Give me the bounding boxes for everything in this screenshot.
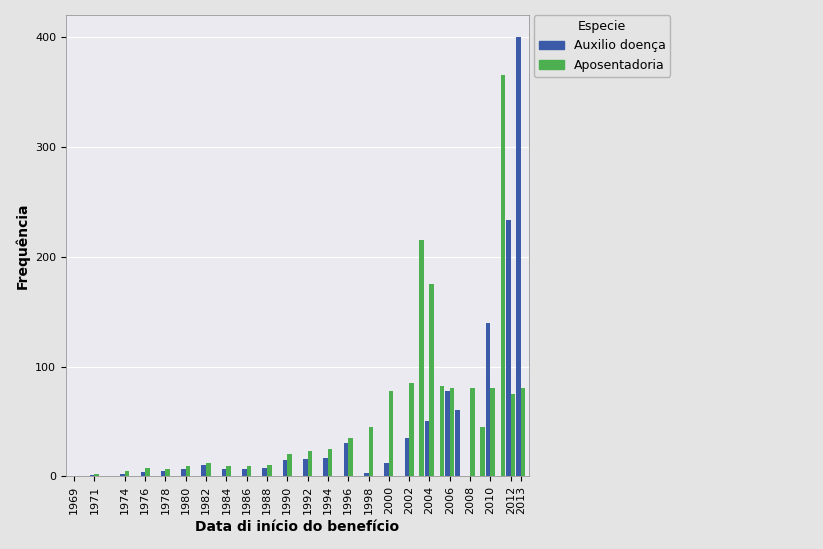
Bar [439,386,444,477]
Bar [506,220,511,477]
Bar [206,463,211,477]
Bar [470,389,475,477]
Bar [516,37,521,477]
Bar [247,467,251,477]
Bar [409,383,414,477]
Bar [445,391,449,477]
Bar [521,389,525,477]
Bar [283,460,287,477]
Bar [165,469,170,477]
Bar [369,427,373,477]
Bar [160,471,165,477]
Bar [125,471,129,477]
Bar [388,391,393,477]
Bar [511,394,515,477]
Bar [221,469,226,477]
Bar [287,455,292,477]
Bar [328,449,332,477]
Bar [449,389,454,477]
Bar [430,284,434,477]
Bar [145,468,150,477]
Bar [425,422,430,477]
Bar [486,323,491,477]
Bar [364,473,369,477]
Bar [455,411,460,477]
Bar [500,75,505,477]
Bar [419,240,424,477]
Bar [491,389,495,477]
Legend: Auxilio doença, Aposentadoria: Auxilio doença, Aposentadoria [533,15,671,76]
Bar [384,463,388,477]
Bar [181,469,186,477]
Bar [348,438,353,477]
Bar [303,459,308,477]
X-axis label: Data di início do benefício: Data di início do benefício [195,520,399,534]
Bar [120,474,125,477]
Bar [263,468,267,477]
Y-axis label: Frequência: Frequência [15,203,30,289]
Bar [95,474,99,477]
Bar [90,475,95,477]
Bar [323,458,328,477]
Bar [308,451,312,477]
Bar [267,466,272,477]
Bar [186,467,190,477]
Bar [226,467,231,477]
Bar [242,469,247,477]
Bar [344,444,348,477]
Bar [141,472,145,477]
Bar [480,427,485,477]
Bar [202,466,206,477]
Bar [405,438,409,477]
